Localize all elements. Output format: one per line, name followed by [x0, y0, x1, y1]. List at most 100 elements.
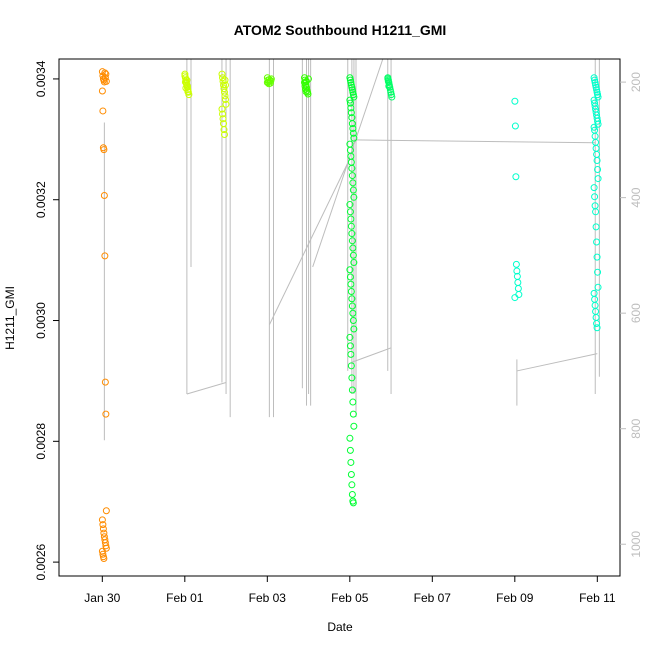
data-point	[220, 88, 228, 96]
data-point	[348, 481, 356, 489]
x-tick-label: Jan 30	[84, 591, 120, 605]
data-point	[346, 434, 354, 442]
data-point	[349, 251, 357, 259]
data-point	[514, 278, 522, 286]
data-point	[100, 191, 108, 199]
data-point	[349, 244, 357, 252]
profile-lines	[103, 58, 600, 441]
data-point	[592, 223, 600, 231]
y-tick-label: 0.0032	[34, 181, 48, 218]
data-point	[221, 95, 229, 103]
x-tick-label: Feb 11	[579, 591, 616, 605]
profile-connector	[351, 347, 392, 363]
data-point	[348, 164, 356, 172]
data-point	[347, 362, 355, 370]
data-point	[185, 91, 193, 99]
data-point	[592, 314, 600, 321]
data-point	[99, 107, 107, 115]
data-point	[347, 222, 355, 230]
data-point	[347, 458, 355, 466]
data-point	[346, 273, 354, 281]
data-point	[101, 69, 109, 77]
data-point	[346, 266, 354, 274]
data-point	[348, 230, 356, 238]
data-point	[267, 75, 275, 83]
data-points	[98, 68, 602, 562]
data-point	[594, 283, 602, 291]
data-point	[346, 96, 354, 104]
data-point	[347, 109, 355, 117]
data-point	[102, 507, 110, 515]
data-point	[219, 110, 227, 118]
data-point	[350, 193, 358, 201]
data-point	[218, 105, 226, 113]
x-tick-label: Feb 07	[414, 591, 452, 605]
data-point	[512, 173, 520, 181]
data-point	[594, 117, 602, 125]
data-point	[100, 529, 108, 537]
data-point	[222, 100, 230, 108]
right-tick-label: 400	[629, 187, 643, 207]
data-point	[590, 184, 598, 192]
data-point	[348, 374, 356, 382]
data-point	[347, 350, 355, 358]
data-point	[220, 85, 228, 93]
data-point	[512, 260, 520, 268]
data-point	[593, 238, 601, 246]
data-point	[220, 130, 228, 138]
data-point	[350, 259, 358, 267]
profile-connector	[186, 382, 227, 395]
data-point	[590, 123, 598, 131]
data-point	[347, 288, 355, 296]
data-point	[593, 324, 601, 332]
right-tick-label: 1000	[629, 531, 643, 558]
profile-connector	[516, 353, 598, 372]
data-point	[350, 325, 358, 333]
data-point	[182, 84, 190, 92]
x-tick-label: Feb 03	[249, 591, 287, 605]
x-axis: Jan 30 Feb 01 Feb 03 Feb 05 Feb 07 Feb 09 Feb …	[84, 575, 616, 605]
data-point	[349, 317, 357, 325]
y-tick-label: 0.0028	[34, 423, 48, 460]
data-point	[98, 87, 106, 95]
data-point	[346, 342, 354, 350]
y-tick-label: 0.0030	[34, 302, 48, 339]
data-point	[221, 76, 229, 84]
data-point	[591, 193, 599, 201]
right-tick-label: 800	[629, 418, 643, 438]
data-point	[348, 237, 356, 245]
data-point	[385, 82, 393, 90]
data-point	[221, 92, 229, 100]
data-point	[303, 77, 310, 85]
data-point	[349, 179, 357, 187]
data-point	[346, 208, 354, 216]
y-axis-label: H1211_GMI	[3, 286, 17, 350]
data-point	[346, 333, 354, 341]
right-axis: 200 400 600 800 1000	[620, 72, 643, 558]
right-tick-label: 600	[629, 303, 643, 323]
data-point	[388, 93, 396, 101]
data-point	[511, 294, 519, 302]
data-point	[348, 302, 356, 310]
chart-title: ATOM2 Southbound H1211_GMI	[234, 22, 447, 38]
data-point	[347, 471, 355, 479]
data-point	[511, 122, 519, 130]
data-point	[220, 126, 228, 134]
data-point	[102, 77, 110, 85]
profile-connector	[353, 139, 596, 144]
data-point	[349, 410, 357, 418]
data-point	[101, 378, 109, 386]
data-point	[100, 554, 108, 562]
data-point	[594, 175, 602, 183]
data-point	[99, 525, 107, 533]
data-point	[102, 410, 110, 418]
right-tick-label: 200	[629, 72, 643, 92]
data-point	[183, 82, 191, 90]
data-point	[593, 253, 601, 261]
profile-connector	[268, 162, 349, 325]
data-point	[593, 320, 601, 328]
data-point	[348, 120, 356, 128]
data-point	[514, 285, 522, 293]
data-point	[218, 70, 226, 78]
